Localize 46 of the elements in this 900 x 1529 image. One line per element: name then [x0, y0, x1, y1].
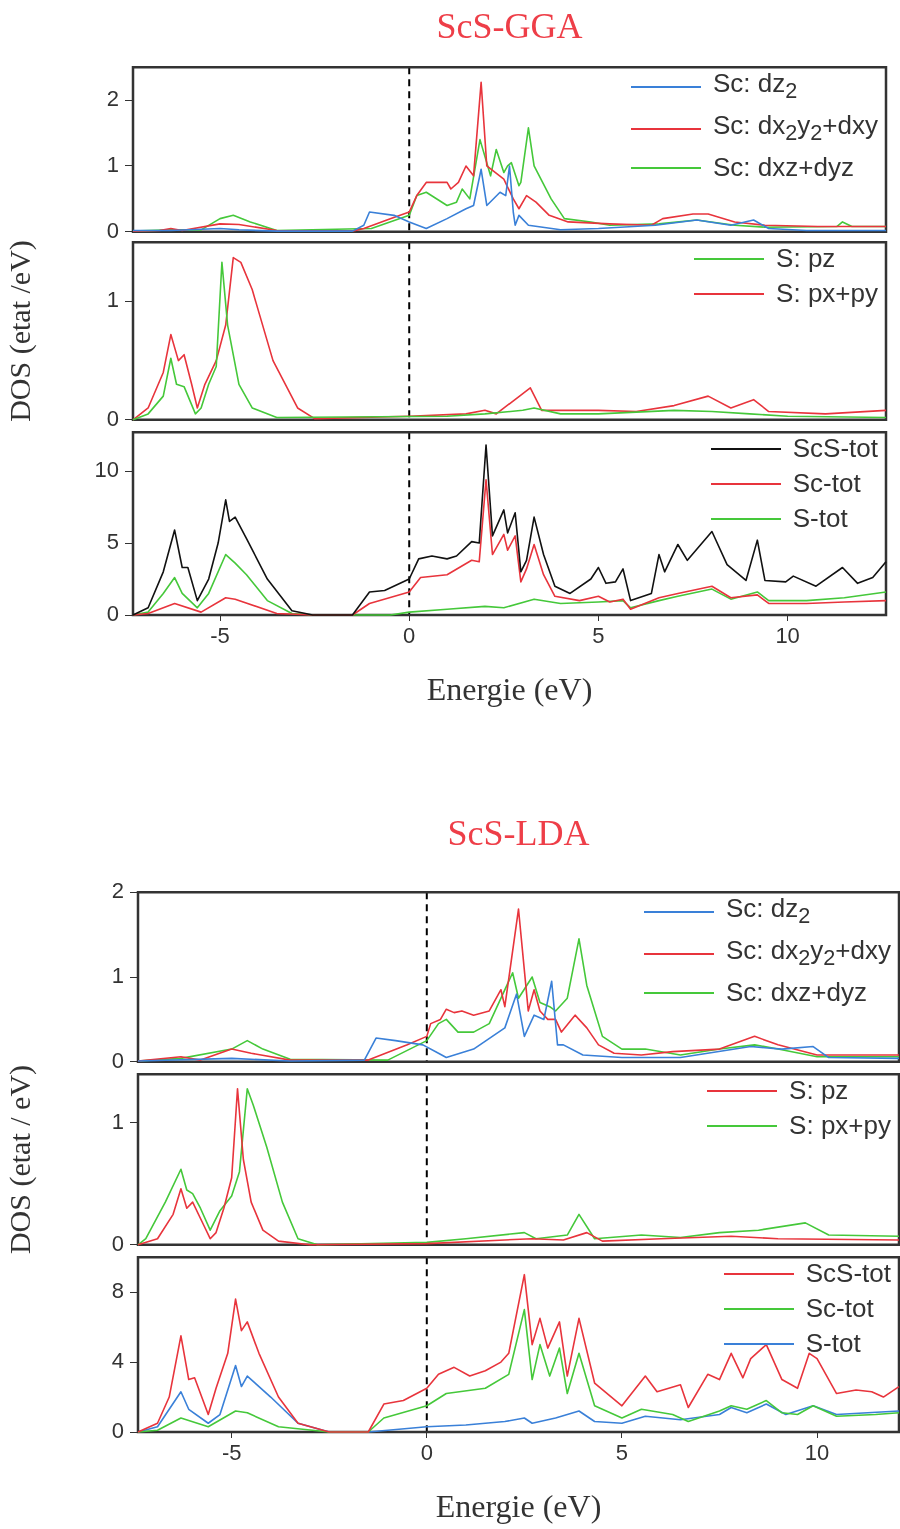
y-tick-label: 2	[111, 878, 124, 904]
legend-label: Sc-tot	[805, 1292, 874, 1325]
x-tick-label: -5	[221, 1440, 242, 1466]
x-tick-label: 10	[804, 1440, 830, 1466]
legend-label: Sc-tot	[792, 467, 861, 500]
y-tick-label: 1	[106, 152, 119, 178]
x-tick-label: 0	[403, 623, 416, 649]
y-tick-label: 4	[111, 1348, 124, 1374]
x-axis-title: Energie (eV)	[426, 671, 593, 708]
y-tick-label: 2	[106, 86, 119, 112]
y-tick-label: 5	[106, 529, 119, 555]
y-tick-label: 0	[106, 405, 119, 431]
y-tick-label: 10	[94, 457, 119, 483]
x-tick-label: 5	[592, 623, 605, 649]
y-tick-label: 0	[106, 217, 119, 243]
legend-label: S: pz	[776, 242, 836, 275]
x-tick-label: -5	[210, 623, 230, 649]
legend-label: S: px+py	[789, 1109, 891, 1142]
x-tick-label: 5	[615, 1440, 629, 1466]
y-tick-label: 1	[111, 963, 124, 989]
y-axis-title: DOS (etat /eV)	[2, 240, 37, 422]
legend-label: ScS-tot	[792, 432, 878, 465]
x-tick-label: 0	[420, 1440, 433, 1466]
x-axis-title: Energie (eV)	[435, 1488, 602, 1525]
legend-label: Sc: dz$_{2}$	[713, 67, 798, 106]
y-tick-label: 0	[111, 1418, 124, 1444]
legend-label: S-tot	[805, 1327, 861, 1360]
y-tick-label: 1	[106, 287, 119, 313]
legend-label: Sc: dx$_{2}$y$_{2}$+dxy	[726, 934, 891, 973]
legend-label: Sc: dz$_{2}$	[726, 892, 811, 931]
y-tick-label: 0	[111, 1047, 124, 1073]
y-tick-label: 0	[111, 1230, 124, 1256]
y-tick-label: 1	[111, 1109, 124, 1135]
y-axis-title: DOS (etat / eV)	[2, 1064, 37, 1255]
chart-title: ScS-LDA	[446, 812, 591, 855]
x-tick-label: 10	[775, 623, 800, 649]
legend-label: Sc: dxz+dyz	[713, 151, 854, 185]
y-tick-label: 0	[106, 601, 119, 627]
legend-label: S-tot	[792, 502, 848, 535]
chart-title: ScS-GGA	[435, 5, 584, 48]
legend-label: ScS-tot	[805, 1257, 891, 1290]
y-tick-label: 8	[111, 1278, 124, 1304]
legend-label: S: pz	[789, 1074, 849, 1107]
legend-label: S: px+py	[776, 277, 878, 310]
legend-label: Sc: dxz+dyz	[726, 976, 867, 1010]
legend-label: Sc: dx$_{2}$y$_{2}$+dxy	[713, 109, 878, 148]
